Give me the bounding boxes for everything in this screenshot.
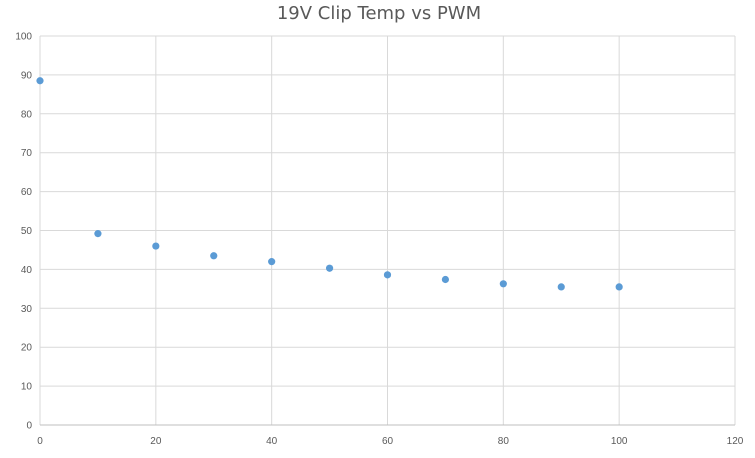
gridlines: [39, 35, 736, 425]
data-point: [325, 264, 334, 272]
y-tick-label: 100: [15, 32, 32, 43]
y-tick-label: 50: [21, 226, 33, 237]
data-point: [441, 275, 450, 284]
y-tick-label: 20: [21, 343, 33, 354]
y-tick-label: 10: [21, 382, 33, 393]
data-point: [268, 258, 276, 266]
x-tick-label: 80: [498, 436, 510, 447]
data-point: [383, 271, 392, 279]
x-tick-label: 20: [150, 436, 162, 447]
y-tick-label: 30: [21, 304, 33, 315]
data-point: [499, 280, 507, 288]
x-tick-label: 60: [382, 436, 394, 447]
data-point: [94, 230, 102, 238]
x-tick-label: 120: [727, 436, 744, 447]
data-point: [210, 252, 218, 260]
x-tick-label: 100: [611, 436, 628, 447]
chart-title: 19V Clip Temp vs PWM: [277, 3, 481, 24]
y-tick-label: 60: [21, 187, 33, 198]
y-tick-label: 40: [21, 265, 33, 276]
data-point: [557, 283, 565, 291]
x-tick-label: 40: [266, 436, 278, 447]
data-point: [152, 242, 160, 250]
y-tick-label: 80: [21, 109, 33, 120]
data-point: [615, 283, 623, 291]
x-tick-label: 0: [37, 436, 43, 447]
y-tick-label: 90: [21, 70, 33, 81]
data-points: [36, 77, 623, 291]
data-point: [36, 77, 44, 85]
y-tick-label: 0: [26, 421, 32, 432]
tick-labels: 0 10 20 30 40 50 60 70 80 90 100 0 20 40 60 80 100 120: [15, 32, 743, 448]
y-tick-label: 70: [21, 148, 33, 159]
